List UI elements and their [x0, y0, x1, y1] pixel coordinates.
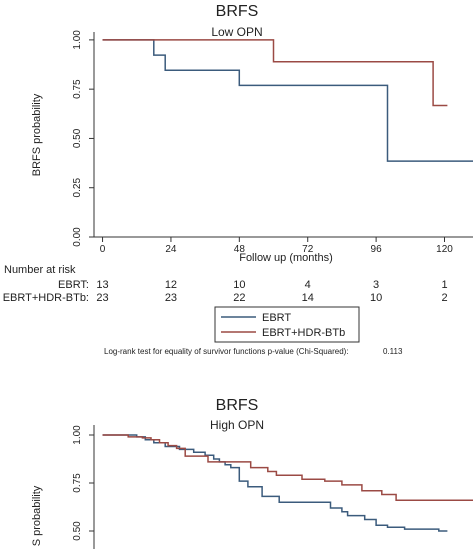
- chart1-xtick-label: 96: [371, 244, 383, 255]
- risk-count: 4: [305, 279, 311, 291]
- risk-count: 3: [373, 279, 379, 291]
- chart1-x-axis: 0 24 48 72 96 120: [94, 236, 473, 255]
- chart2-subtitle: High OPN: [210, 418, 264, 432]
- chart1-legend: EBRT EBRT+HDR-BTb: [214, 306, 360, 343]
- chart-low-opn: BRFS Low OPN BRFS probability Follow up …: [3, 3, 473, 356]
- chart1-series-line-ebrt: [102, 39, 473, 162]
- risk-row-label-ebrt-hdr: EBRT+HDR-BTb:: [3, 292, 89, 304]
- risk-table-header: Number at risk: [4, 264, 76, 276]
- chart1-xtick-label: 48: [234, 244, 246, 255]
- chart1-series-line-ebrt-hdr: [102, 39, 448, 107]
- chart1-xlabel: Follow up (months): [239, 252, 333, 264]
- chart1-xtick-label: 24: [165, 244, 177, 255]
- risk-count: 1: [441, 279, 447, 291]
- chart1-y-axis: 0.00 0.25 0.50 0.75 1.00: [72, 30, 95, 247]
- chart2-y-axis: 0.50 0.75 1.00: [72, 425, 95, 549]
- risk-count: 12: [165, 279, 177, 291]
- risk-count: 10: [233, 279, 245, 291]
- chart1-title: BRFS: [216, 3, 259, 20]
- chart1-xtick-label: 120: [436, 244, 453, 255]
- chart1-ytick-label: 0.00: [72, 227, 83, 247]
- chart1-ytick-label: 1.00: [72, 30, 83, 50]
- chart1-xtick-label: 0: [100, 244, 106, 255]
- logrank-pvalue: 0.113: [383, 347, 403, 356]
- chart1-ytick-label: 0.75: [72, 79, 83, 99]
- chart1-xtick-label: 72: [302, 244, 314, 255]
- risk-table: Number at risk EBRT: EBRT+HDR-BTb: 13231…: [3, 264, 448, 304]
- chart1-ylabel: BRFS probability: [31, 93, 43, 176]
- chart-high-opn: BRFS High OPN S probability 0.50 0.75 1.00: [31, 397, 473, 549]
- legend-label-ebrt: EBRT: [262, 312, 291, 324]
- chart1-subtitle: Low OPN: [211, 25, 262, 39]
- chart2-ytick-label: 0.50: [72, 521, 83, 541]
- risk-count: 13: [96, 279, 108, 291]
- chart2-title: BRFS: [216, 397, 259, 414]
- risk-count: 2: [441, 292, 447, 304]
- risk-row-label-ebrt: EBRT:: [58, 279, 89, 291]
- risk-count: 14: [302, 292, 314, 304]
- legend-box: [214, 306, 360, 343]
- legend-label-ebrt-hdr: EBRT+HDR-BTb: [262, 327, 345, 339]
- chart2-ylabel: S probability: [31, 485, 43, 546]
- risk-count: 22: [233, 292, 245, 304]
- risk-count: 23: [165, 292, 177, 304]
- logrank-note: Log-rank test for equality of survivor f…: [104, 347, 349, 356]
- chart2-series-line-ebrt-hdr: [102, 434, 473, 502]
- risk-count: 23: [96, 292, 108, 304]
- chart1-ytick-label: 0.25: [72, 178, 83, 198]
- chart2-ytick-label: 1.00: [72, 425, 83, 445]
- risk-count: 10: [370, 292, 382, 304]
- chart2-ytick-label: 0.75: [72, 473, 83, 493]
- chart2-series-line-ebrt: [102, 434, 448, 532]
- chart1-ytick-label: 0.50: [72, 128, 83, 148]
